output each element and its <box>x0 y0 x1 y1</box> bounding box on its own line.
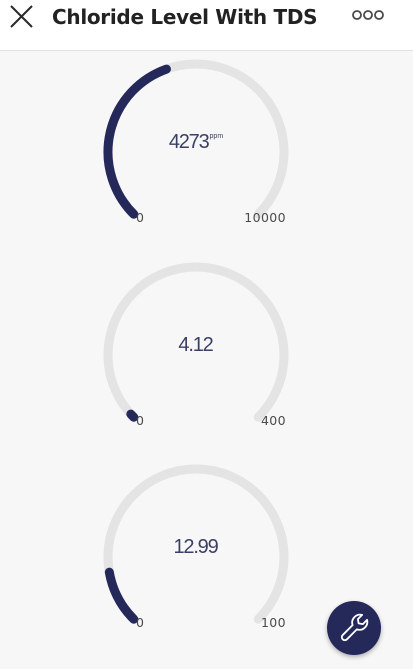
gauge-min-label: 0 <box>136 210 145 225</box>
gauge-max-label: 400 <box>260 413 286 428</box>
gauge-arc <box>103 59 289 219</box>
wrench-icon <box>340 613 369 642</box>
more-horizontal-icon[interactable] <box>350 6 386 24</box>
gauge-third: 12.99 0 100 <box>96 457 296 647</box>
settings-fab-button[interactable] <box>327 601 381 655</box>
page-title: Chloride Level With TDS <box>52 5 318 29</box>
gauge-arc <box>103 262 289 422</box>
gauge-arc <box>103 464 289 624</box>
gauge-max-label: 10000 <box>244 210 286 225</box>
gauge-fill <box>104 567 139 624</box>
close-icon[interactable] <box>6 2 36 32</box>
gauge-track <box>103 262 289 422</box>
gauge-value: 12.99 <box>173 536 218 558</box>
gauge-unit: ppm <box>209 133 224 140</box>
gauge-value: 4.12 <box>178 334 213 356</box>
gauge-fill <box>126 409 139 422</box>
gauge-chloride: 4273ppm 0 10000 <box>96 52 296 242</box>
gauge-value: 4273ppm <box>168 131 224 153</box>
gauge-track <box>103 464 289 624</box>
gauge-fill <box>103 64 171 219</box>
gauge-second: 4.12 0 400 <box>96 255 296 445</box>
gauge-max-label: 100 <box>260 615 286 630</box>
app-header: Chloride Level With TDS <box>0 0 413 51</box>
gauge-min-label: 0 <box>136 615 145 630</box>
gauge-min-label: 0 <box>136 413 145 428</box>
